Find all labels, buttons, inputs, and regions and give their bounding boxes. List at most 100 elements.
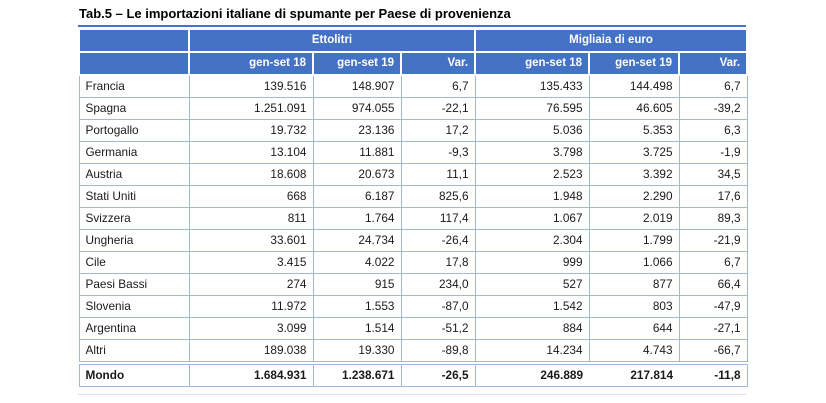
table-row: Cile 3.415 4.022 17,8 999 1.066 6,7 [78, 251, 748, 274]
cell-eur-18: 76.595 [474, 97, 590, 120]
cell-hl-var: -26,4 [400, 229, 476, 252]
cell-country: Francia [78, 74, 190, 98]
cell-eur-19-total: 217.814 [589, 361, 680, 387]
cell-hl-var: -89,8 [400, 339, 476, 364]
cell-hl-19: 1.553 [312, 295, 402, 318]
table-row: Ungheria 33.601 24.734 -26,4 2.304 1.799… [78, 229, 748, 252]
cell-country-total: Mondo [78, 361, 190, 387]
cell-eur-18: 135.433 [474, 74, 590, 98]
cell-hl-19: 1.764 [312, 207, 402, 230]
cell-hl-19: 974.055 [312, 97, 402, 120]
cell-hl-19: 148.907 [312, 74, 402, 98]
table-row: Altri 189.038 19.330 -89,8 14.234 4.743 … [78, 339, 748, 364]
cell-hl-18: 1.251.091 [188, 97, 314, 120]
cell-hl-18: 18.608 [188, 163, 314, 186]
table-caption: Tab.5 – Le importazioni italiane di spum… [78, 6, 746, 27]
table-row: Stati Uniti 668 6.187 825,6 1.948 2.290 … [78, 185, 748, 208]
cell-eur-18: 1.067 [474, 207, 590, 230]
cell-hl-19: 1.514 [312, 317, 402, 340]
cell-eur-18: 2.523 [474, 163, 590, 186]
cell-hl-18: 11.972 [188, 295, 314, 318]
cell-country: Paesi Bassi [78, 273, 190, 296]
cell-eur-var: 6,7 [678, 251, 748, 274]
cell-country: Argentina [78, 317, 190, 340]
cell-eur-19: 1.066 [588, 251, 680, 274]
table-row: Slovenia 11.972 1.553 -87,0 1.542 803 -4… [78, 295, 748, 318]
cell-eur-19: 877 [588, 273, 680, 296]
table-row: Austria 18.608 20.673 11,1 2.523 3.392 3… [78, 163, 748, 186]
cell-country: Ungheria [78, 229, 190, 252]
cell-hl-var: 6,7 [400, 74, 476, 98]
col-header-hl-var: Var. [399, 51, 477, 76]
cell-eur-var: 6,3 [678, 119, 748, 142]
cell-eur-19: 803 [588, 295, 680, 318]
cell-eur-18: 1.948 [474, 185, 590, 208]
cell-country: Svizzera [78, 207, 190, 230]
cell-eur-19: 46.605 [588, 97, 680, 120]
cell-eur-var: -66,7 [678, 339, 748, 364]
table-row: Svizzera 811 1.764 117,4 1.067 2.019 89,… [78, 207, 748, 230]
cell-hl-19: 6.187 [312, 185, 402, 208]
cell-hl-19: 20.673 [312, 163, 402, 186]
cell-eur-19: 2.019 [588, 207, 680, 230]
cell-eur-18: 884 [474, 317, 590, 340]
cell-hl-19: 915 [312, 273, 402, 296]
cell-eur-var: -27,1 [678, 317, 748, 340]
cell-eur-19: 3.392 [588, 163, 680, 186]
cell-eur-var: 17,6 [678, 185, 748, 208]
cell-eur-var-total: -11,8 [679, 361, 748, 387]
cell-hl-var: 17,8 [400, 251, 476, 274]
cell-country: Austria [78, 163, 190, 186]
col-header-eur-genset19: gen-set 19 [588, 51, 681, 76]
cell-country: Cile [78, 251, 190, 274]
cell-eur-18: 5.036 [474, 119, 590, 142]
cell-eur-18: 1.542 [474, 295, 590, 318]
cell-hl-18: 668 [188, 185, 314, 208]
cell-hl-var: 11,1 [400, 163, 476, 186]
cell-country: Slovenia [78, 295, 190, 318]
cell-hl-19: 19.330 [312, 339, 402, 364]
col-header-hl-genset19: gen-set 19 [312, 51, 402, 76]
cell-country: Portogallo [78, 119, 190, 142]
cell-eur-19: 144.498 [588, 74, 680, 98]
cell-hl-var: -9,3 [400, 141, 476, 164]
cell-hl-var: 117,4 [400, 207, 476, 230]
group-header-thousand-euro: Migliaia di euro [474, 28, 749, 53]
corner-cell [78, 51, 190, 76]
imports-table: Ettolitri Migliaia di euro gen-set 18 ge… [78, 28, 749, 387]
cell-hl-18: 274 [188, 273, 314, 296]
cell-eur-18-total: 246.889 [474, 361, 590, 387]
cell-eur-var: -47,9 [678, 295, 748, 318]
cell-eur-var: 89,3 [678, 207, 748, 230]
cell-country: Germania [78, 141, 190, 164]
cell-hl-var: 17,2 [400, 119, 476, 142]
cell-eur-19: 4.743 [588, 339, 680, 364]
cell-eur-var: 66,4 [678, 273, 748, 296]
header-group-row: Ettolitri Migliaia di euro [78, 28, 749, 53]
cell-eur-var: 6,7 [678, 74, 748, 98]
table-row: Spagna 1.251.091 974.055 -22,1 76.595 46… [78, 97, 748, 120]
cell-hl-var: -51,2 [400, 317, 476, 340]
cell-hl-var-total: -26,5 [400, 361, 476, 387]
cell-hl-18: 3.415 [188, 251, 314, 274]
cell-hl-var: 234,0 [400, 273, 476, 296]
table-section: Tab.5 – Le importazioni italiane di spum… [78, 6, 749, 395]
cell-country: Altri [78, 339, 190, 364]
cell-eur-var: -1,9 [678, 141, 748, 164]
cell-hl-18: 139.516 [188, 74, 314, 98]
cell-hl-var: -22,1 [400, 97, 476, 120]
cell-eur-var: -39,2 [678, 97, 748, 120]
cell-hl-18: 3.099 [188, 317, 314, 340]
cell-hl-19: 11.881 [312, 141, 402, 164]
cell-eur-19: 644 [588, 317, 680, 340]
cell-eur-19: 5.353 [588, 119, 680, 142]
cell-eur-18: 999 [474, 251, 590, 274]
cell-eur-19: 3.725 [588, 141, 680, 164]
cell-eur-19: 1.799 [588, 229, 680, 252]
header-sub-row: gen-set 18 gen-set 19 Var. gen-set 18 ge… [78, 51, 749, 76]
group-header-hectoliters: Ettolitri [187, 28, 477, 53]
cell-eur-var: -21,9 [678, 229, 748, 252]
cell-hl-19: 23.136 [312, 119, 402, 142]
cell-hl-19: 24.734 [312, 229, 402, 252]
